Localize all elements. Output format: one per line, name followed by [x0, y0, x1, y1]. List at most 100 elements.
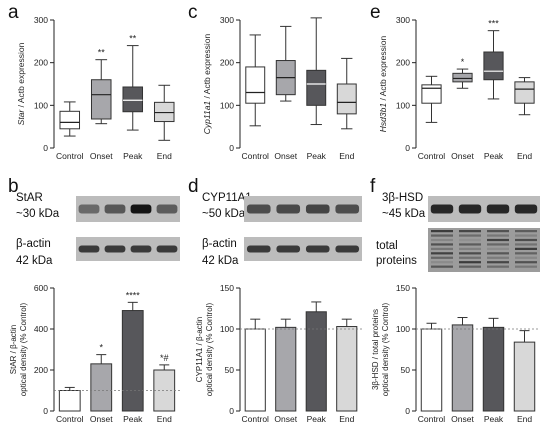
- y-tick-label: 0: [229, 406, 234, 416]
- x-category-label: Peak: [123, 151, 143, 161]
- x-category-label: End: [517, 151, 532, 161]
- y-tick-label: 300: [220, 15, 234, 25]
- protein-band: [459, 230, 481, 233]
- x-category-label: Onset: [451, 151, 474, 161]
- blot-top-size: ~45 kDa: [382, 208, 426, 220]
- protein-band: [431, 252, 453, 255]
- protein-band: [515, 247, 537, 250]
- protein-band: [487, 230, 509, 233]
- y-tick-label: 300: [34, 15, 48, 25]
- protein-band: [431, 265, 453, 268]
- x-category-label: Peak: [484, 414, 504, 424]
- protein-band: [459, 243, 481, 246]
- x-category-label: End: [339, 414, 354, 424]
- significance-label: **: [129, 34, 137, 44]
- significance-label: *#: [160, 353, 169, 363]
- box-iqr: [483, 51, 504, 81]
- protein-band: [487, 256, 509, 259]
- bar-onset: [451, 317, 474, 412]
- y-tick-label: 150: [220, 283, 234, 293]
- box-onset: **: [90, 48, 112, 125]
- protein-band: [515, 261, 537, 264]
- protein-band: [487, 234, 509, 237]
- box-onset: *: [452, 57, 473, 89]
- box-iqr: [421, 84, 442, 104]
- y-axis-label: optical density (% Control): [381, 302, 390, 396]
- blot-top-size: ~30 kDa: [16, 208, 60, 220]
- protein-band: [487, 265, 509, 268]
- y-axis-label-gene: Cyp11a1: [202, 101, 212, 135]
- panel-a: a 0 100 200 300 Control Onset Peak End Star / Act…: [8, 2, 175, 161]
- x-category-label: Onset: [90, 151, 113, 161]
- blot-band: [156, 245, 178, 253]
- protein-band: [515, 238, 537, 242]
- significance-label: **: [98, 48, 106, 58]
- x-category-label: Onset: [90, 414, 113, 424]
- protein-band: [515, 230, 537, 233]
- panel-f: f 3β-HSD ~45 kDa total proteins 0 50 100 150 Cont…: [370, 176, 540, 424]
- y-tick-label: 150: [396, 283, 410, 293]
- box-control: [245, 34, 266, 127]
- panel-letter: e: [370, 2, 381, 23]
- bar-peak: ****: [121, 290, 144, 412]
- y-tick-label: 200: [396, 58, 410, 68]
- box-iqr: [514, 81, 535, 104]
- panel-letter: c: [188, 2, 198, 23]
- protein-band: [515, 265, 537, 268]
- x-category-label: Peak: [307, 414, 327, 424]
- y-axis-label-gene: Hsd3b1: [378, 103, 388, 133]
- protein-band: [487, 261, 509, 264]
- blot-top-name: CYP11A1: [202, 192, 252, 204]
- significance-label: ***: [488, 19, 499, 29]
- protein-band: [487, 252, 509, 255]
- y-tick-label: 300: [396, 15, 410, 25]
- protein-band: [515, 252, 537, 255]
- blot-band: [78, 204, 100, 214]
- protein-band: [515, 234, 537, 237]
- blot-band: [246, 245, 271, 253]
- blot-band: [458, 204, 482, 214]
- x-category-label: Control: [242, 151, 270, 161]
- y-tick-label: 200: [34, 58, 48, 68]
- blot-band: [486, 204, 510, 214]
- bar: [275, 326, 297, 412]
- box-iqr: [59, 110, 81, 130]
- protein-band: [431, 234, 453, 237]
- y-tick-label: 200: [220, 58, 234, 68]
- protein-band: [515, 256, 537, 259]
- blot-bottom-name: β-actin: [16, 238, 51, 250]
- y-tick-label: 100: [34, 100, 48, 110]
- box-peak: ***: [483, 19, 504, 100]
- box-control: [59, 101, 81, 137]
- protein-band: [431, 247, 453, 250]
- bar: [513, 341, 536, 412]
- bar-end: [336, 318, 358, 412]
- bar: [90, 363, 113, 412]
- bar-onset: [275, 318, 297, 412]
- box-end: [514, 77, 535, 116]
- box-control: [421, 75, 442, 123]
- y-tick-label: 0: [229, 143, 234, 153]
- protein-band: [459, 265, 481, 268]
- box-end: [336, 57, 357, 130]
- x-category-label: Control: [56, 151, 84, 161]
- box-iqr: [90, 79, 112, 120]
- blot-band: [276, 245, 301, 253]
- x-category-label: Control: [56, 414, 84, 424]
- y-axis-label-gene: Star: [16, 109, 26, 126]
- y-tick-label: 0: [405, 406, 410, 416]
- y-axis-label-rest: / Actb expression: [202, 33, 212, 100]
- x-category-label: Onset: [274, 151, 297, 161]
- protein-band: [459, 238, 481, 242]
- bar: [244, 328, 266, 412]
- x-category-label: Peak: [484, 151, 504, 161]
- box-peak: [306, 17, 327, 126]
- bar: [305, 311, 327, 412]
- y-axis-label-rest: / Actb expression: [16, 42, 26, 109]
- protein-band: [431, 261, 453, 264]
- y-axis-label-rest: / Actb expression: [378, 36, 388, 103]
- significance-label: ****: [126, 290, 141, 300]
- bar-control: [58, 386, 81, 412]
